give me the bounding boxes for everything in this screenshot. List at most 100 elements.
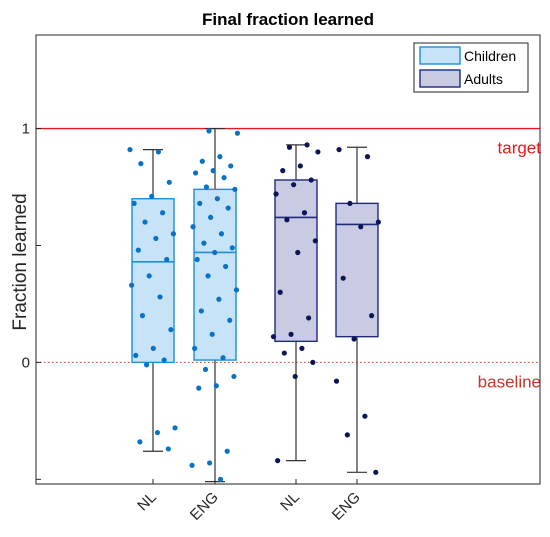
data-point	[228, 163, 234, 169]
data-point	[135, 247, 141, 253]
data-point	[295, 249, 301, 256]
legend-swatch-children	[419, 46, 461, 65]
reference-label-baseline: baseline	[478, 372, 541, 391]
data-point	[157, 294, 163, 300]
data-point	[275, 458, 281, 464]
data-point	[234, 130, 241, 136]
data-point	[212, 249, 218, 256]
data-point	[217, 154, 223, 160]
data-point	[137, 439, 143, 445]
data-point	[310, 359, 316, 365]
data-points	[127, 128, 381, 482]
data-point	[213, 383, 219, 389]
data-point	[315, 149, 321, 155]
data-point	[143, 362, 150, 368]
data-point	[362, 413, 368, 419]
data-point	[159, 210, 166, 216]
data-point	[227, 317, 233, 323]
data-point	[202, 366, 209, 373]
data-point	[375, 219, 381, 225]
plot-area-frame	[35, 34, 541, 485]
data-point	[208, 214, 214, 221]
data-point	[306, 315, 312, 321]
data-point	[233, 287, 240, 293]
data-point	[192, 345, 198, 351]
data-point	[164, 256, 170, 263]
data-point	[170, 231, 177, 237]
data-point	[280, 168, 286, 174]
data-point	[358, 224, 364, 230]
data-point	[153, 235, 159, 242]
data-point	[225, 205, 231, 211]
data-point	[190, 224, 196, 230]
data-point	[127, 146, 133, 153]
data-point	[131, 200, 137, 206]
data-point	[333, 378, 340, 384]
y-tick-label: 1	[22, 121, 30, 138]
data-point	[229, 245, 235, 251]
data-point	[291, 182, 297, 188]
x-tick-label: NL	[277, 489, 303, 515]
data-point	[154, 429, 161, 436]
data-point	[301, 210, 308, 216]
data-point	[172, 425, 178, 431]
data-point	[304, 142, 310, 148]
legend: Children Adults	[413, 42, 529, 93]
data-point	[284, 217, 290, 223]
data-point	[203, 184, 210, 190]
data-point	[231, 373, 237, 380]
data-point	[209, 331, 215, 337]
box	[274, 179, 318, 343]
x-tick-label: NL	[134, 489, 160, 515]
data-point	[292, 373, 298, 380]
data-point	[128, 282, 135, 288]
data-point	[168, 327, 174, 333]
data-point	[201, 240, 207, 246]
y-tick-label: 0	[22, 354, 30, 371]
data-point	[149, 193, 155, 199]
data-point	[155, 149, 162, 155]
data-point	[214, 196, 220, 202]
data-point	[189, 462, 195, 468]
data-point	[308, 177, 314, 183]
data-point	[373, 469, 379, 475]
data-point	[273, 191, 279, 197]
x-tick-label: ENG	[329, 489, 364, 524]
data-point	[288, 331, 294, 337]
data-point	[351, 336, 357, 342]
data-point	[210, 168, 216, 174]
data-point	[347, 200, 353, 206]
data-point	[217, 476, 224, 482]
data-point	[286, 144, 293, 150]
data-point	[277, 289, 283, 295]
data-point	[270, 334, 277, 340]
box	[131, 197, 175, 364]
data-point	[232, 186, 238, 192]
data-point	[197, 200, 203, 206]
box-plots	[131, 127, 379, 483]
data-point	[216, 296, 222, 302]
data-point	[206, 128, 212, 134]
data-point	[133, 352, 139, 358]
data-point	[199, 158, 205, 164]
data-point	[194, 256, 200, 263]
data-point	[220, 355, 226, 361]
data-point	[146, 273, 152, 279]
x-tick-label: ENG	[187, 489, 222, 524]
data-point	[299, 345, 305, 351]
legend-label-children: Children	[464, 48, 516, 64]
legend-swatch-adults	[419, 69, 461, 88]
data-point	[221, 175, 227, 181]
data-point	[344, 432, 350, 438]
y-axis-label: Fraction learned	[10, 193, 31, 330]
reference-label-target: target	[498, 139, 542, 158]
data-point	[336, 146, 342, 153]
data-point	[218, 231, 225, 237]
data-point	[369, 313, 375, 319]
data-point	[138, 161, 144, 167]
data-point	[364, 154, 371, 160]
data-point	[196, 385, 202, 391]
data-point	[192, 170, 199, 176]
data-point	[207, 460, 213, 466]
